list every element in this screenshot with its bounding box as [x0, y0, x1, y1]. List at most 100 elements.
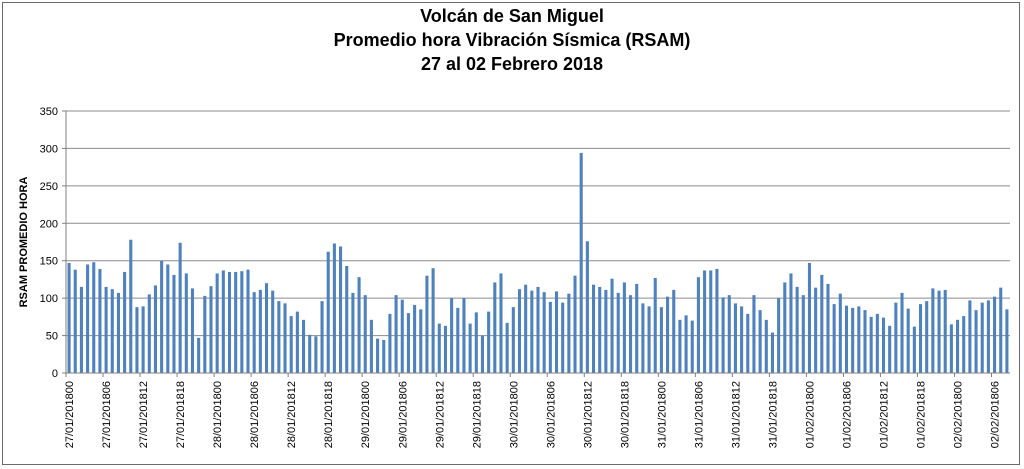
x-tick-label: 30/01/201818	[619, 381, 631, 448]
bar	[567, 293, 571, 373]
x-tick-label: 29/01/201812	[434, 381, 446, 448]
bar	[79, 286, 83, 373]
bar	[814, 287, 818, 373]
bar	[900, 292, 904, 373]
x-tick-label: 01/02/201806	[842, 381, 854, 448]
x-axis-ticks: 27/01/201800 27/01/201806 27/01/201812 27/0…	[64, 373, 1002, 448]
bar	[437, 323, 441, 373]
bar	[530, 290, 534, 373]
bar	[178, 242, 182, 373]
bar	[450, 298, 454, 373]
bar	[740, 306, 744, 373]
bar	[345, 265, 349, 373]
bar	[820, 274, 824, 373]
x-tick-label: 27/01/201800	[64, 381, 76, 448]
bar	[351, 292, 355, 373]
x-tick-label: 28/01/201800	[212, 381, 224, 448]
bar	[153, 285, 157, 373]
bar	[363, 295, 367, 373]
bar	[875, 313, 879, 373]
bar	[110, 289, 114, 373]
bar	[962, 316, 966, 373]
bar	[869, 316, 873, 373]
bar	[203, 295, 207, 373]
bar	[783, 282, 787, 373]
bar	[332, 243, 336, 373]
y-tick-label: 0	[52, 368, 58, 380]
bar	[369, 319, 373, 373]
bar	[678, 319, 682, 373]
bar	[92, 262, 96, 373]
bar	[554, 291, 559, 373]
x-tick-label: 27/01/201818	[175, 381, 187, 448]
bar	[579, 152, 583, 373]
chart-title-line-3: 27 al 02 Febrero 2018	[420, 54, 604, 74]
bar	[789, 273, 793, 373]
bar	[931, 288, 935, 373]
bar	[215, 273, 219, 373]
x-tick-label: 31/01/201800	[656, 381, 668, 448]
bar	[98, 268, 102, 373]
bar	[166, 264, 170, 373]
bar-series	[67, 152, 1009, 373]
bar	[314, 336, 318, 373]
bar	[73, 269, 77, 373]
bar	[993, 296, 997, 373]
bar	[690, 320, 694, 373]
x-tick-label: 31/01/201818	[768, 381, 780, 448]
bar	[388, 313, 392, 373]
bar	[968, 300, 972, 373]
bar	[443, 325, 447, 373]
bar	[264, 283, 269, 373]
bar	[801, 295, 805, 373]
bar	[832, 304, 836, 373]
bar	[635, 283, 639, 373]
bar	[715, 268, 719, 373]
bar	[881, 317, 886, 373]
bar	[980, 302, 984, 373]
bar	[240, 271, 244, 373]
bar	[258, 289, 262, 373]
bar	[413, 304, 417, 373]
bar	[641, 303, 645, 373]
y-axis-label: RSAM PROMEDIO HORA	[18, 177, 30, 308]
bar	[493, 282, 497, 373]
x-tick-label: 01/02/201812	[879, 381, 891, 448]
bar	[709, 270, 713, 373]
x-tick-label: 01/02/201818	[916, 381, 928, 448]
bar	[752, 295, 756, 373]
chart-title-line-2: Promedio hora Vibración Sísmica (RSAM)	[333, 30, 691, 50]
bar	[511, 307, 515, 373]
bar	[629, 295, 633, 373]
bar	[974, 310, 978, 373]
bar	[672, 289, 676, 373]
x-tick-label: 01/02/201800	[805, 381, 817, 448]
y-tick-label: 150	[40, 256, 58, 268]
x-tick-label: 31/01/201806	[693, 381, 705, 448]
x-tick-label: 28/01/201812	[286, 381, 298, 448]
bar	[197, 337, 201, 373]
bar	[474, 312, 478, 373]
bar	[209, 286, 213, 373]
bar	[172, 274, 176, 373]
bar	[425, 275, 429, 373]
bar	[943, 289, 947, 373]
bar	[703, 270, 707, 373]
y-tick-label: 300	[40, 143, 58, 155]
bar	[283, 303, 287, 373]
bar	[949, 324, 953, 373]
bar	[610, 278, 614, 373]
x-tick-label: 29/01/201806	[397, 381, 409, 448]
bar	[925, 301, 929, 373]
bar	[147, 294, 151, 373]
bar	[141, 306, 145, 373]
bar	[659, 307, 663, 373]
bar	[221, 270, 225, 373]
x-tick-label: 28/01/201818	[323, 381, 335, 448]
bar	[721, 297, 725, 373]
bar	[770, 332, 774, 373]
bar	[468, 323, 472, 373]
bar	[123, 271, 127, 373]
x-tick-label: 29/01/201818	[471, 381, 483, 448]
